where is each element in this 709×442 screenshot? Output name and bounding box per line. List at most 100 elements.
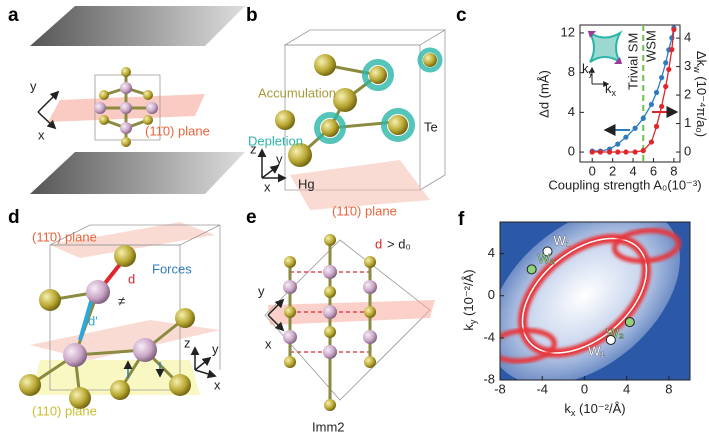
y2-axis-label-part: Δk <box>694 51 709 67</box>
bond-label: d' <box>88 313 98 328</box>
data-point <box>597 149 604 155</box>
data-point <box>623 149 629 155</box>
data-point <box>640 148 646 154</box>
annotation: Depletion <box>248 133 303 148</box>
x-tick-label: 6 <box>650 163 657 178</box>
weyl-label: W₂ <box>538 251 555 266</box>
x-tick-label: 0 <box>589 163 596 178</box>
y-tick-label: 4 <box>568 104 575 119</box>
panel-c: c <box>456 5 623 87</box>
axis-label: x <box>38 127 45 142</box>
data-point <box>653 89 660 96</box>
data-point <box>666 66 672 73</box>
x-tick-label: 0 <box>581 381 588 396</box>
plane-label: (110) plane <box>32 403 97 418</box>
data-point <box>615 149 621 155</box>
y-tick-label: -4 <box>483 329 495 344</box>
data-point <box>663 60 669 66</box>
x-axis-label-part: x <box>571 408 576 418</box>
y-axis-label: Δd (mÅ) <box>536 70 551 118</box>
y2-axis-label-part: w <box>692 65 702 73</box>
x-axis-label: kx (10⁻²/Å) <box>564 401 625 418</box>
y2-axis-label-part: (10⁻⁴π/a₀) <box>694 73 709 137</box>
y2-tick-label: 4 <box>684 30 691 45</box>
x-tick-label: -4 <box>536 381 548 396</box>
relation: ≠ <box>118 293 125 308</box>
fermi-lobe <box>612 228 681 264</box>
data-point <box>648 101 655 108</box>
weyl-point <box>605 334 616 345</box>
y-tick-label: 4 <box>488 245 495 260</box>
inset-label: kx <box>605 81 617 98</box>
y-axis-label: ky (10⁻²/Å) <box>461 269 478 330</box>
annotation: Forces <box>152 261 192 276</box>
inset-label-part: k <box>582 61 589 76</box>
axis-label: x <box>264 179 271 194</box>
x-tick-label: 8 <box>670 163 677 178</box>
space-group: Imm2 <box>312 419 345 434</box>
panel-d: d (11̄0) plane d d' ≠ Forces (110) plane… <box>8 207 221 418</box>
x-tick-label: 2 <box>609 163 616 178</box>
axis-label: z <box>250 141 257 156</box>
data-point <box>632 125 638 131</box>
plane-label: (11̄0) plane <box>32 229 97 244</box>
data-point <box>589 149 595 155</box>
panel-label: b <box>246 5 258 26</box>
panel-b: b Accumulation Depletion Te Hg (11̄0) pl… <box>246 5 447 218</box>
data-point <box>648 139 655 145</box>
panel-label: c <box>456 5 467 26</box>
data-point <box>653 123 660 129</box>
data-point <box>659 103 665 110</box>
axis-label: y <box>258 283 265 298</box>
panel-label: d <box>8 207 20 228</box>
inset-label-part: k <box>605 81 612 96</box>
axis-label: y <box>212 341 219 356</box>
plot-frame <box>579 24 681 163</box>
panel-label: a <box>8 5 19 26</box>
y-axis-label-part: y <box>468 319 478 324</box>
y2-tick-label: 0 <box>684 143 691 158</box>
annotation: > d₀ <box>387 236 411 251</box>
plane-label: (11̄0) plane <box>332 203 397 218</box>
data-point <box>659 75 665 81</box>
axis-label: y <box>30 78 37 93</box>
panel-label: e <box>246 207 257 228</box>
axis-label: y <box>276 151 283 166</box>
y-tick-label: -8 <box>483 371 495 386</box>
panel-a: a y x (11̄0) plane <box>8 5 245 194</box>
region-label: Trivial SM <box>626 33 641 90</box>
data-point <box>615 141 621 147</box>
fermi-arc <box>521 237 648 354</box>
plane-label: (11̄0) plane <box>145 123 210 138</box>
weyl-label: W₁ <box>554 233 571 248</box>
weyl-point <box>542 246 553 257</box>
bond-label: d <box>128 271 135 286</box>
axis-label: z <box>184 335 191 350</box>
map-glow <box>500 222 680 380</box>
x-axis-label-part: k <box>564 401 571 416</box>
x-tick-label: 4 <box>629 163 636 178</box>
axis-label: x <box>214 377 221 392</box>
fermi-lobe <box>500 328 557 364</box>
data-point <box>640 115 646 121</box>
plot-frame <box>499 221 691 381</box>
inset-label-part: x <box>612 88 617 98</box>
weyl-label: W₁ <box>588 343 605 358</box>
data-point <box>669 46 675 53</box>
panel-e: e d > d₀ y x Imm2 <box>246 207 435 434</box>
data-point <box>663 83 669 90</box>
weyl-point <box>624 317 635 328</box>
y-tick-label: 12 <box>561 24 575 39</box>
inset-label: ky <box>582 61 594 78</box>
annotation: Accumulation <box>258 85 336 100</box>
atom-label: Hg <box>298 176 315 191</box>
y2-tick-label: 3 <box>684 58 691 73</box>
y2-tick-label: 1 <box>684 115 691 130</box>
x-tick-label: -8 <box>494 381 506 396</box>
x-tick-label: 4 <box>623 381 630 396</box>
spectral-map <box>500 222 690 380</box>
region-label: WSM <box>644 30 659 62</box>
x-tick-label: 8 <box>665 381 672 396</box>
y2-axis-label: Δkw (10⁻⁴π/a₀) <box>692 51 709 137</box>
